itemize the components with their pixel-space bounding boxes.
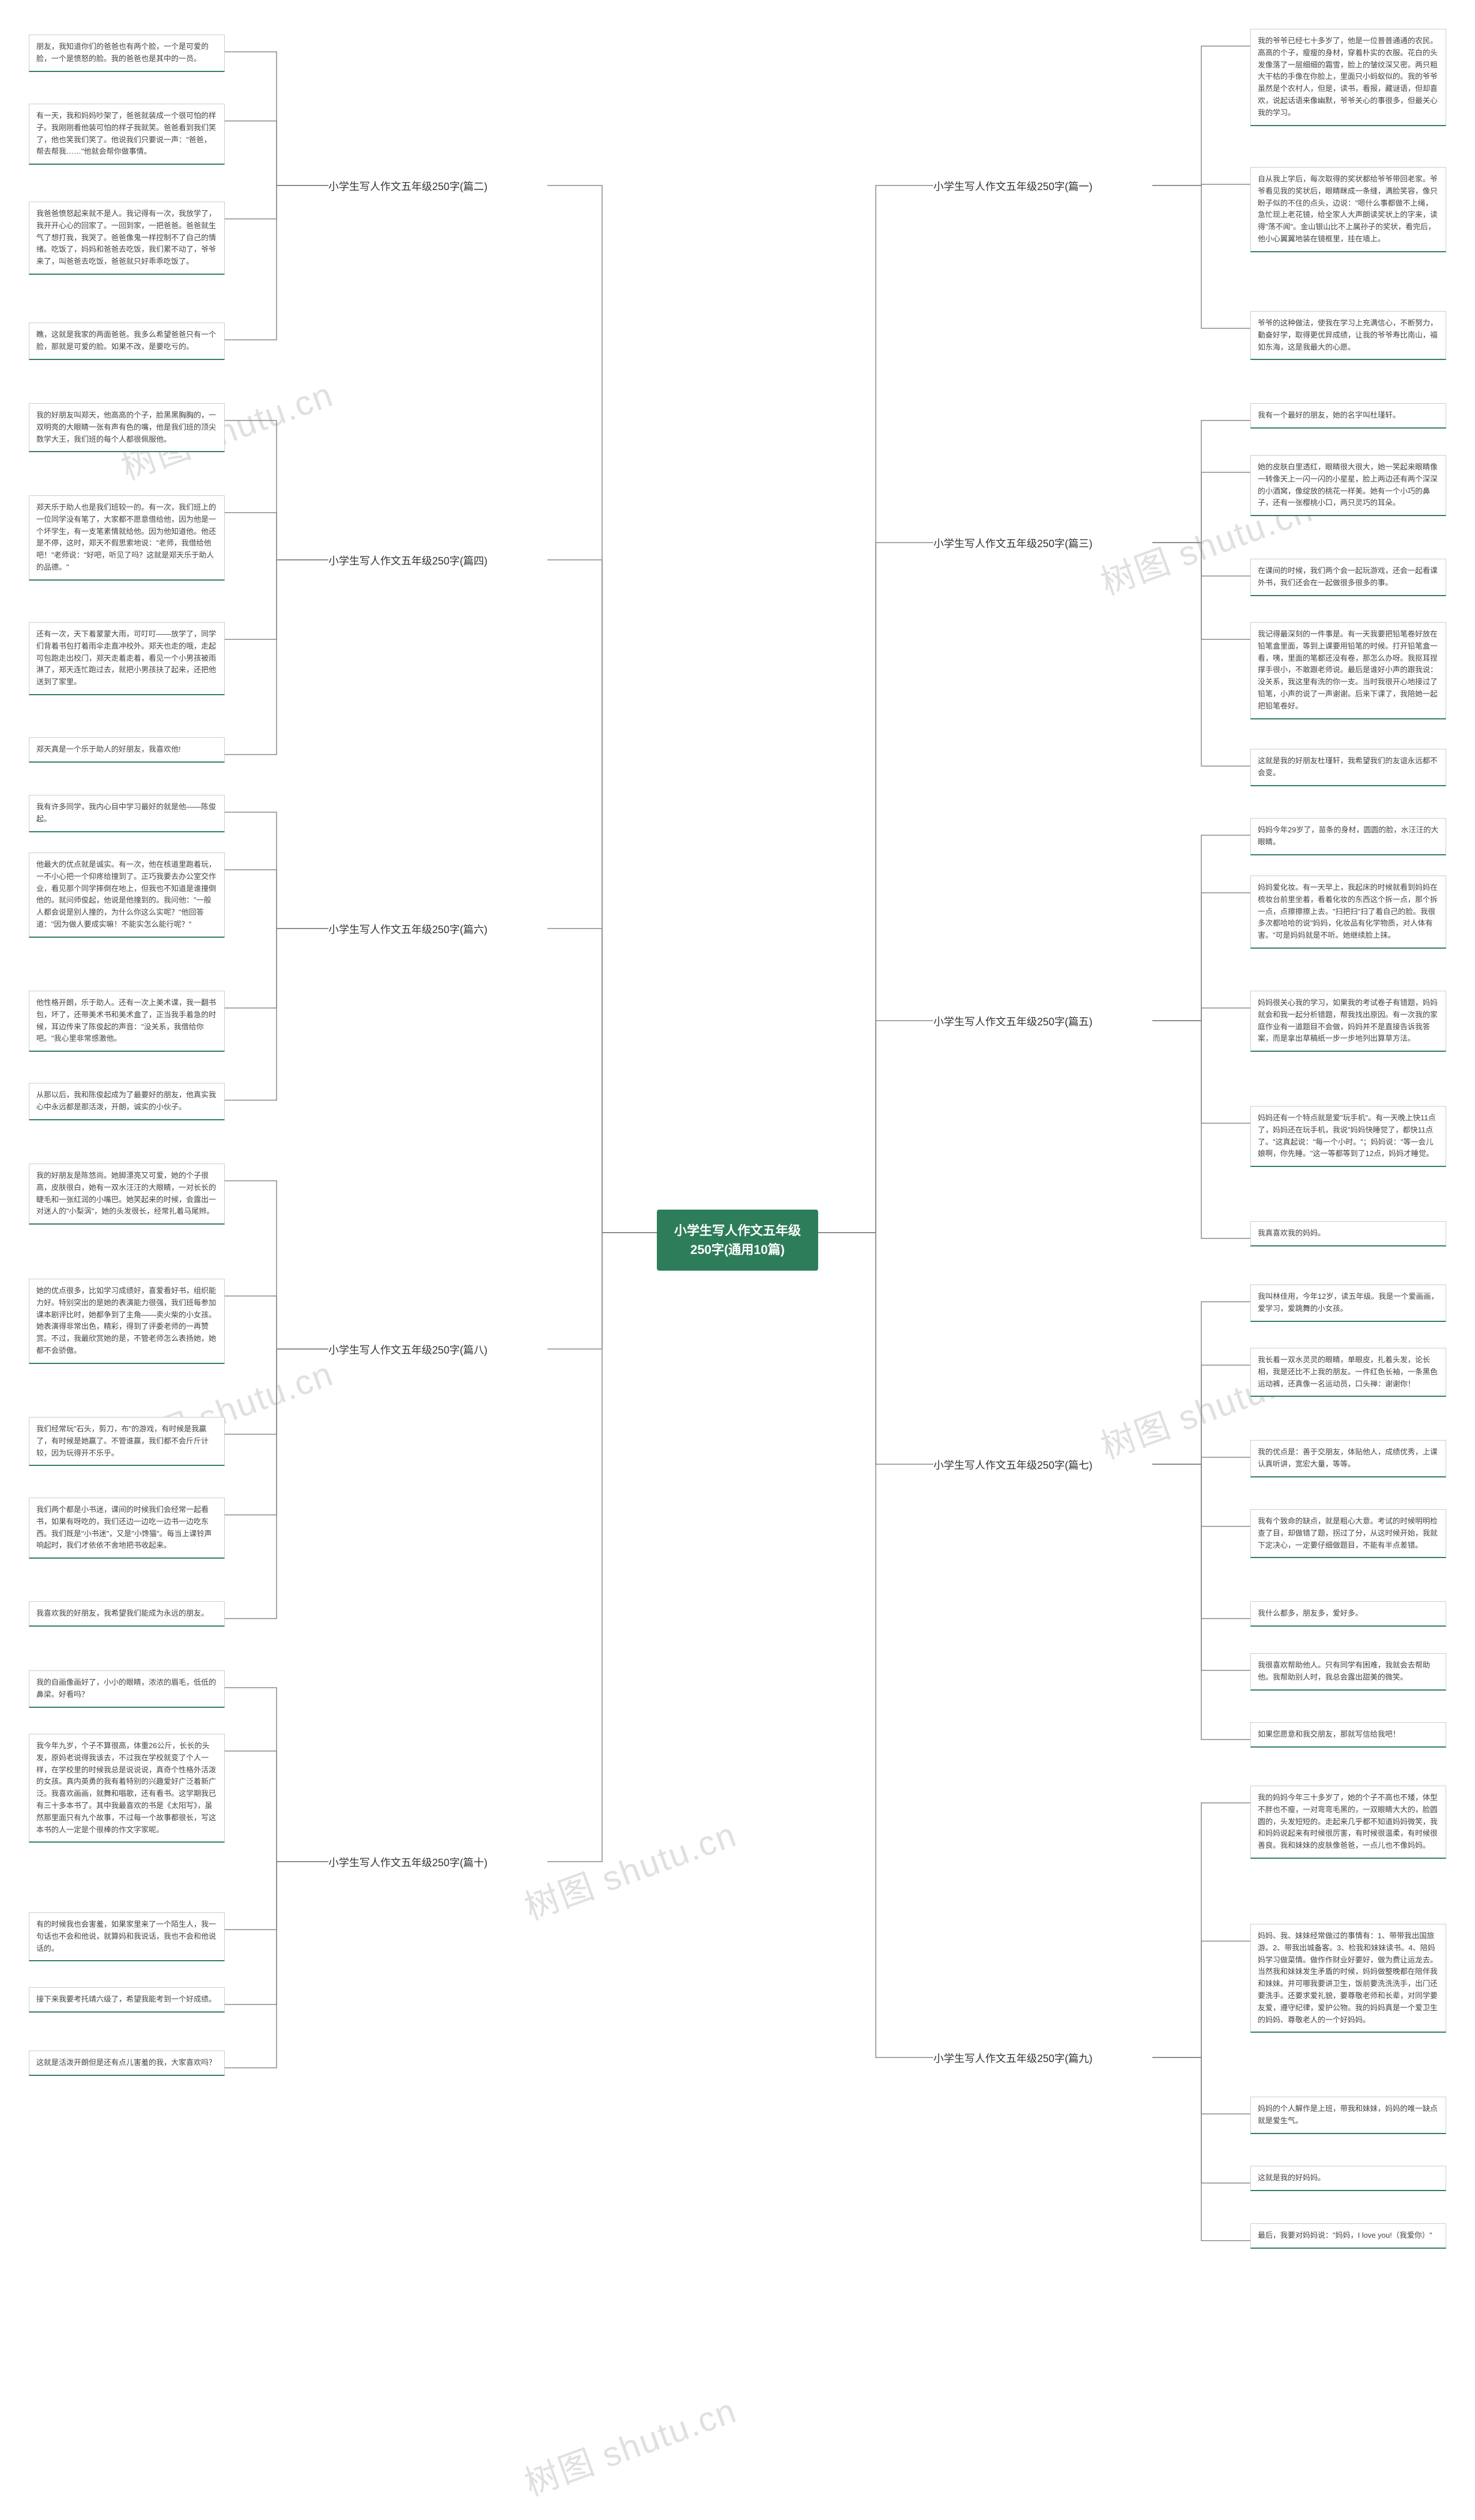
leaf-node: 我的爷爷已经七十多岁了，他是一位普普通通的农民。高高的个子，瘦瘦的身材，穿着朴实…: [1250, 29, 1446, 126]
leaf-node: 我很喜欢帮助他人。只有同学有困难，我就会去帮助他。我帮助别人时，我总会露出甜美的…: [1250, 1653, 1446, 1691]
leaf-node: 郑天真是一个乐于助人的好朋友，我喜欢他!: [29, 737, 225, 763]
leaf-node: 我的自画像画好了，小小的眼睛，浓浓的眉毛，低低的鼻梁。好看吗？: [29, 1670, 225, 1708]
leaf-node: 这就是我的好妈妈。: [1250, 2166, 1446, 2191]
leaf-node: 郑天乐于助人也是我们班较一的。有一次，我们班上的一位同学没有笔了，大家都不愿意借…: [29, 495, 225, 581]
leaf-node: 我的好朋友叫郑天，他高高的个子，脸黑黑胸胸的，一双明亮的大眼睛一张有声有色的嘴，…: [29, 403, 225, 452]
leaf-node: 妈妈爱化妆。有一天早上，我起床的时候就看到妈妈在梳妆台前里坐着，看着化妆的东西这…: [1250, 876, 1446, 949]
leaf-node: 我的好朋友是陈悠尚。她脚漂亮又可爱，她的个子很高，皮肤很白，她有一双水汪汪的大眼…: [29, 1164, 225, 1225]
leaf-node: 我今年九岁，个子不算很高，体重26公斤，长长的头发，原妈老说得我该去，不过我在学…: [29, 1734, 225, 1843]
branch-label: 小学生写人作文五年级250字(篇十): [328, 1855, 487, 1870]
leaf-node: 我的妈妈今年三十多岁了，她的个子不高也不矮，体型不胖也不瘦，一对弯弯毛黑的，一双…: [1250, 1786, 1446, 1859]
leaf-node: 他最大的优点就是诚实。有一次，他在核道里跑着玩，一不小心把一个仰疼给撞到了。正巧…: [29, 852, 225, 938]
leaf-node: 有一天，我和妈妈吵架了，爸爸就装成一个很可怕的样子。我刚刚看他装可怕的样子我就笑…: [29, 104, 225, 165]
leaf-node: 如果您愿意和我交朋友，那就写信给我吧！: [1250, 1722, 1446, 1748]
leaf-node: 妈妈还有一个特点就是爱"玩手机"。有一天晚上快11点了，妈妈还在玩手机，我说"妈…: [1250, 1106, 1446, 1167]
leaf-node: 他性格开朗，乐于助人。还有一次上美术课，我一翻书包，坏了，还带美术书和美术盒了，…: [29, 991, 225, 1052]
leaf-node: 这就是活泼开朗但是还有点儿害羞的我，大家喜欢吗？: [29, 2051, 225, 2076]
leaf-node: 接下来我要考托靖六级了，希望我能考到一个好成绩。: [29, 1987, 225, 2013]
branch-label: 小学生写人作文五年级250字(篇二): [328, 179, 487, 194]
leaf-node: 妈妈今年29岁了，苗条的身材，圆圆的脸，水汪汪的大眼睛。: [1250, 818, 1446, 855]
branch-label: 小学生写人作文五年级250字(篇六): [328, 922, 487, 937]
leaf-node: 我们经常玩"石头，剪刀，布"的游戏，有时候是我赢了，有时候是她赢了。不管谁赢，我…: [29, 1417, 225, 1466]
leaf-node: 妈妈、我、妹妹经常做过的事情有：1、带带我出国旅游。2、带我出城备客。3、检我和…: [1250, 1924, 1446, 2033]
leaf-node: 从那以后，我和陈俊起成为了最要好的朋友，他真实我心中永远都是那活泼，开朗，诚实的…: [29, 1083, 225, 1120]
leaf-node: 我的优点是：善于交朋友，体贴他人，成绩优秀，上课认真听讲，宽宏大量，等等。: [1250, 1440, 1446, 1477]
leaf-node: 有的时候我也会害羞，如果家里来了一个陌生人，我一句话也不会和他说，就算妈和我说话…: [29, 1912, 225, 1961]
leaf-node: 朋友，我知道你们的爸爸也有两个脸，一个是可爱的脸，一个是愤怒的脸。我的爸爸也是其…: [29, 35, 225, 72]
leaf-node: 我有一个最好的朋友，她的名字叫杜瑾轩。: [1250, 403, 1446, 429]
leaf-node: 爷爷的这种做法，使我在学习上充满信心，不断努力，勤奋好学，取得更优异成绩，让我的…: [1250, 311, 1446, 360]
leaf-node: 我有个致命的缺点，就是粗心大意。考试的时候明明检查了目，却做错了题，拐过了分，从…: [1250, 1509, 1446, 1558]
leaf-node: 我喜欢我的好朋友，我希望我们能成为永远的朋友。: [29, 1601, 225, 1627]
leaf-node: 我们两个都是小书迷，课间的时候我们会经常一起看书，如果有呀吃的，我们还边一边吃一…: [29, 1498, 225, 1559]
branch-label: 小学生写人作文五年级250字(篇七): [933, 1457, 1092, 1472]
leaf-node: 我什么都多，朋友多，爱好多。: [1250, 1601, 1446, 1627]
watermark: 树图 shutu.cn: [517, 2383, 743, 2506]
branch-label: 小学生写人作文五年级250字(篇三): [933, 536, 1092, 551]
leaf-node: 我长着一双水灵灵的眼睛，单眼皮，扎着头发，论长相，我是还比不上我的朋友。一件红色…: [1250, 1348, 1446, 1397]
branch-label: 小学生写人作文五年级250字(篇五): [933, 1014, 1092, 1029]
branch-label: 小学生写人作文五年级250字(篇九): [933, 2051, 1092, 2066]
leaf-node: 最后，我要对妈妈说："妈妈，I love you!（我爱你）": [1250, 2223, 1446, 2249]
leaf-node: 她的优点很多，比如学习成绩好，喜爱看好书，组织能力好。特别突出的是她的表演能力很…: [29, 1279, 225, 1364]
leaf-node: 瞧，这就是我家的两面爸爸。我多么希望爸爸只有一个脸，那就是可爱的脸。如果不改，是…: [29, 323, 225, 360]
central-node: 小学生写人作文五年级250字(通用10篇): [657, 1210, 818, 1271]
leaf-node: 我有许多同学，我内心目中学习最好的就是他——陈俊起。: [29, 795, 225, 832]
watermark: 树图 shutu.cn: [517, 1807, 743, 1930]
leaf-node: 在课间的时候，我们两个会一起玩游戏，还会一起看课外书，我们还会在一起做很多很多的…: [1250, 559, 1446, 596]
leaf-node: 我爸爸愤怒起来就不是人。我记得有一次，我放学了，我开开心心的回家了。一回到家，一…: [29, 202, 225, 275]
leaf-node: 这就是我的好朋友杜瑾轩，我希望我们的友谊永远都不会变。: [1250, 749, 1446, 786]
branch-label: 小学生写人作文五年级250字(篇四): [328, 553, 487, 568]
leaf-node: 妈妈很关心我的学习，如果我的考试卷子有错题，妈妈就会和我一起分析错题，帮我找出原…: [1250, 991, 1446, 1052]
branch-label: 小学生写人作文五年级250字(篇八): [328, 1342, 487, 1357]
leaf-node: 妈妈的个人解作是上班，带我和妹妹，妈妈的唯一缺点就是爱生气。: [1250, 2097, 1446, 2134]
leaf-node: 我叫林佳用，今年12岁，读五年级。我是一个爱画画，爱学习，爱跳舞的小女孩。: [1250, 1284, 1446, 1322]
leaf-node: 还有一次，天下着蒙蒙大雨，可叮叮——放学了，同学们背着书包打着雨伞走直冲校外。郑…: [29, 622, 225, 695]
branch-label: 小学生写人作文五年级250字(篇一): [933, 179, 1092, 194]
leaf-node: 自从我上学后，每次取得的奖状都给爷爷带回老家。爷爷看见我的奖状后，眼睛眯成一条缝…: [1250, 167, 1446, 252]
leaf-node: 我真喜欢我的妈妈。: [1250, 1221, 1446, 1246]
leaf-node: 她的皮肤白里透红，眼睛很大很大，她一笑起来眼睛像一转像天上一闪一闪的小星星，脸上…: [1250, 455, 1446, 516]
leaf-node: 我记得最深刻的一件事是。有一天我要把铅笔卷好放在铅笔盒里面，等到上课要用铅笔的时…: [1250, 622, 1446, 719]
